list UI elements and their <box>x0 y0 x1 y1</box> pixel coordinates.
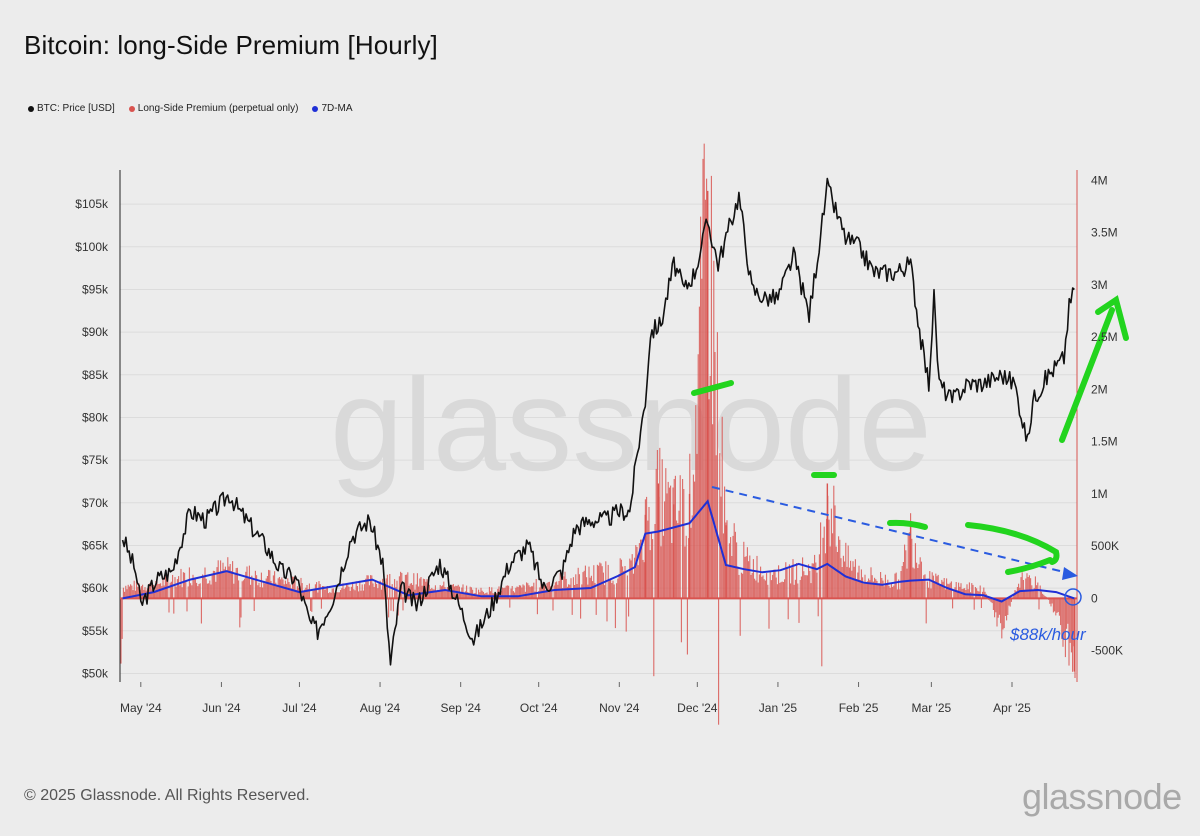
y-left-tick-label: $65k <box>82 538 109 552</box>
y-left-tick-label: $90k <box>82 325 109 339</box>
x-tick-label: Jan '25 <box>759 701 798 715</box>
legend-premium-label: Long-Side Premium (perpetual only) <box>137 103 299 114</box>
premium-bars <box>120 143 1077 725</box>
trend-arrow-line <box>711 486 1065 573</box>
y-right-tick-label: -500K <box>1091 644 1123 658</box>
highlight-mark <box>887 519 928 530</box>
y-left-tick-label: $85k <box>82 368 109 382</box>
y-left-tick-label: $55k <box>82 624 109 638</box>
grid-lines <box>120 203 1077 674</box>
y-left-tick-label: $100k <box>75 240 109 254</box>
left-axis-ticks: $50k $55k $60k $65k $70k $75k $80k $85k $90k $95k… <box>75 197 109 680</box>
copyright-text: © 2025 Glassnode. All Rights Reserved. <box>24 787 310 804</box>
x-axis-ticks: May '24 Jun '24 Jul '24 Aug '24 Sep '24 Oct '… <box>120 682 1031 715</box>
y-left-tick-label: $50k <box>82 666 109 680</box>
chart-title: Bitcoin: long-Side Premium [Hourly] <box>24 30 438 60</box>
x-tick-label: Mar '25 <box>912 701 952 715</box>
highlight-arrow-up-head <box>1095 295 1129 341</box>
highlight-arrow-up <box>1059 307 1115 443</box>
x-tick-label: Oct '24 <box>520 701 558 715</box>
brand-logo-text: glassnode <box>1022 776 1182 817</box>
legend-ma-label: 7D-MA <box>321 103 353 114</box>
y-right-tick-label: 2M <box>1091 382 1108 396</box>
series-lines <box>121 177 1075 666</box>
x-tick-label: Nov '24 <box>599 701 640 715</box>
trend-arrow-head <box>1062 567 1078 580</box>
y-left-tick-label: $75k <box>82 453 109 467</box>
legend-premium-dot <box>128 105 135 112</box>
y-right-tick-label: 2.5M <box>1091 330 1118 344</box>
price-line <box>121 177 1075 666</box>
x-tick-label: Aug '24 <box>360 701 401 715</box>
current-value-marker <box>1064 588 1082 606</box>
chart-legend: BTC: Price [USD] Long-Side Premium (perp… <box>28 103 353 114</box>
y-left-tick-label: $70k <box>82 496 109 510</box>
legend-price-dot <box>28 105 34 112</box>
x-tick-label: Jun '24 <box>202 701 241 715</box>
highlight-mark <box>1005 557 1053 575</box>
annotation-overlay <box>691 295 1129 606</box>
x-tick-label: Apr '25 <box>993 701 1031 715</box>
y-right-tick-label: 500K <box>1091 539 1119 553</box>
y-right-tick-label: 1.5M <box>1091 435 1118 449</box>
highlight-mark <box>691 380 734 396</box>
y-right-tick-label: 4M <box>1091 173 1108 187</box>
legend-item-price[interactable]: BTC: Price [USD] <box>28 103 115 114</box>
legend-item-premium[interactable]: Long-Side Premium (perpetual only) <box>128 103 299 114</box>
ma-line <box>122 499 1075 603</box>
x-tick-label: May '24 <box>120 701 162 715</box>
y-left-tick-label: $80k <box>82 410 109 424</box>
x-tick-label: Sep '24 <box>441 701 482 715</box>
x-tick-label: Feb '25 <box>839 701 879 715</box>
legend-ma-dot <box>312 105 319 112</box>
y-left-tick-label: $105k <box>75 197 109 211</box>
legend-item-ma[interactable]: 7D-MA <box>312 103 353 114</box>
y-right-tick-label: 0 <box>1091 591 1098 605</box>
y-right-tick-label: 3M <box>1091 278 1108 292</box>
y-right-tick-label: 1M <box>1091 487 1108 501</box>
right-axis-ticks: -500K 0 500K 1M 1.5M 2M 2.5M 3M 3.5M 4M <box>1091 173 1123 657</box>
legend-price-label: BTC: Price [USD] <box>37 103 115 114</box>
x-tick-label: Jul '24 <box>282 701 317 715</box>
x-tick-label: Dec '24 <box>677 701 718 715</box>
y-left-tick-label: $95k <box>82 282 109 296</box>
highlight-mark <box>965 522 1060 565</box>
y-right-tick-label: 3.5M <box>1091 226 1118 240</box>
watermark-text: glassnode <box>330 351 932 498</box>
annotation-rate: $88k/hour <box>1009 625 1087 644</box>
y-left-tick-label: $60k <box>82 581 109 595</box>
